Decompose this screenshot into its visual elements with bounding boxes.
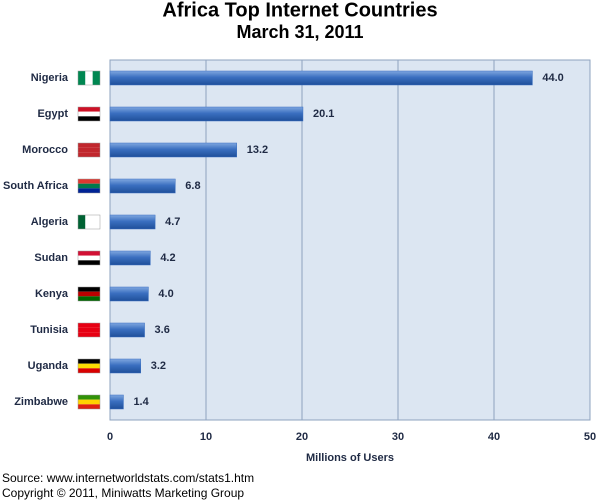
y-tick-label: Egypt	[37, 108, 68, 120]
value-label: 13.2	[247, 144, 268, 156]
flag	[78, 327, 100, 333]
x-tick-label: 50	[584, 431, 596, 443]
flag	[78, 107, 100, 112]
flag	[78, 287, 100, 292]
flag	[78, 188, 100, 193]
flag	[92, 215, 100, 229]
flag	[78, 296, 100, 301]
y-tick-label: Uganda	[28, 360, 69, 372]
x-tick-label: 30	[392, 431, 404, 443]
value-label: 3.6	[155, 324, 170, 336]
flag-border	[77, 214, 101, 230]
y-tick-label: Sudan	[34, 252, 68, 264]
flag	[78, 260, 100, 265]
flag	[92, 71, 100, 85]
flag	[78, 116, 100, 121]
y-tick-label: South Africa	[3, 180, 69, 192]
value-label: 4.2	[160, 252, 175, 264]
y-tick-label: Nigeria	[31, 72, 69, 84]
y-tick-label: Kenya	[35, 288, 69, 300]
flag	[78, 255, 100, 261]
flag	[78, 399, 100, 405]
bar	[109, 106, 304, 122]
flag-border	[77, 178, 101, 194]
bar	[109, 214, 156, 230]
flag	[78, 359, 100, 364]
flag-border	[77, 394, 101, 410]
bar	[109, 70, 533, 86]
value-label: 1.4	[133, 396, 149, 408]
value-label: 20.1	[313, 108, 334, 120]
source: Source: www.internetworldstats.com/stats…	[2, 471, 254, 485]
flag	[78, 404, 100, 409]
flag	[78, 152, 100, 157]
flag	[78, 179, 100, 184]
value-label: 3.2	[151, 360, 166, 372]
bar	[109, 286, 149, 302]
x-axis-label: Millions of Users	[306, 452, 394, 464]
y-tick-label: Zimbabwe	[14, 396, 68, 408]
bar	[109, 322, 145, 338]
bar	[109, 178, 176, 194]
flag-border	[77, 322, 101, 338]
x-tick-label: 40	[488, 431, 500, 443]
flag	[85, 215, 93, 229]
x-tick-label: 20	[296, 431, 308, 443]
flag-border	[77, 358, 101, 374]
bar	[109, 394, 124, 410]
flag	[78, 395, 100, 400]
bar	[109, 358, 141, 374]
flag-border	[77, 250, 101, 266]
y-tick-label: Algeria	[31, 216, 69, 228]
value-label: 44.0	[542, 72, 563, 84]
flag-border	[77, 142, 101, 158]
flag-border	[77, 70, 101, 86]
flag	[78, 332, 100, 337]
flag	[78, 143, 100, 148]
value-label: 6.8	[185, 180, 200, 192]
flag-border	[77, 286, 101, 302]
x-tick-label: 0	[107, 431, 113, 443]
value-label: 4.7	[165, 216, 180, 228]
flag	[85, 71, 93, 85]
flag	[78, 147, 100, 153]
flag	[78, 215, 86, 229]
flag	[78, 183, 100, 189]
flag	[78, 251, 100, 256]
flag-border	[77, 106, 101, 122]
flag	[78, 323, 100, 328]
flag	[78, 111, 100, 117]
y-tick-label: Morocco	[22, 144, 68, 156]
flag	[78, 363, 100, 369]
value-label: 4.0	[158, 288, 173, 300]
flag	[78, 71, 86, 85]
x-tick-label: 10	[200, 431, 212, 443]
bar	[109, 142, 237, 158]
bar	[109, 250, 151, 266]
y-tick-label: Tunisia	[30, 324, 69, 336]
flag	[78, 291, 100, 297]
chart-subtitle: March 31, 2011	[236, 22, 363, 42]
chart-title: Africa Top Internet Countries	[162, 0, 437, 21]
flag	[78, 368, 100, 373]
copyright: Copyright © 2011, Miniwatts Marketing Gr…	[2, 486, 244, 500]
